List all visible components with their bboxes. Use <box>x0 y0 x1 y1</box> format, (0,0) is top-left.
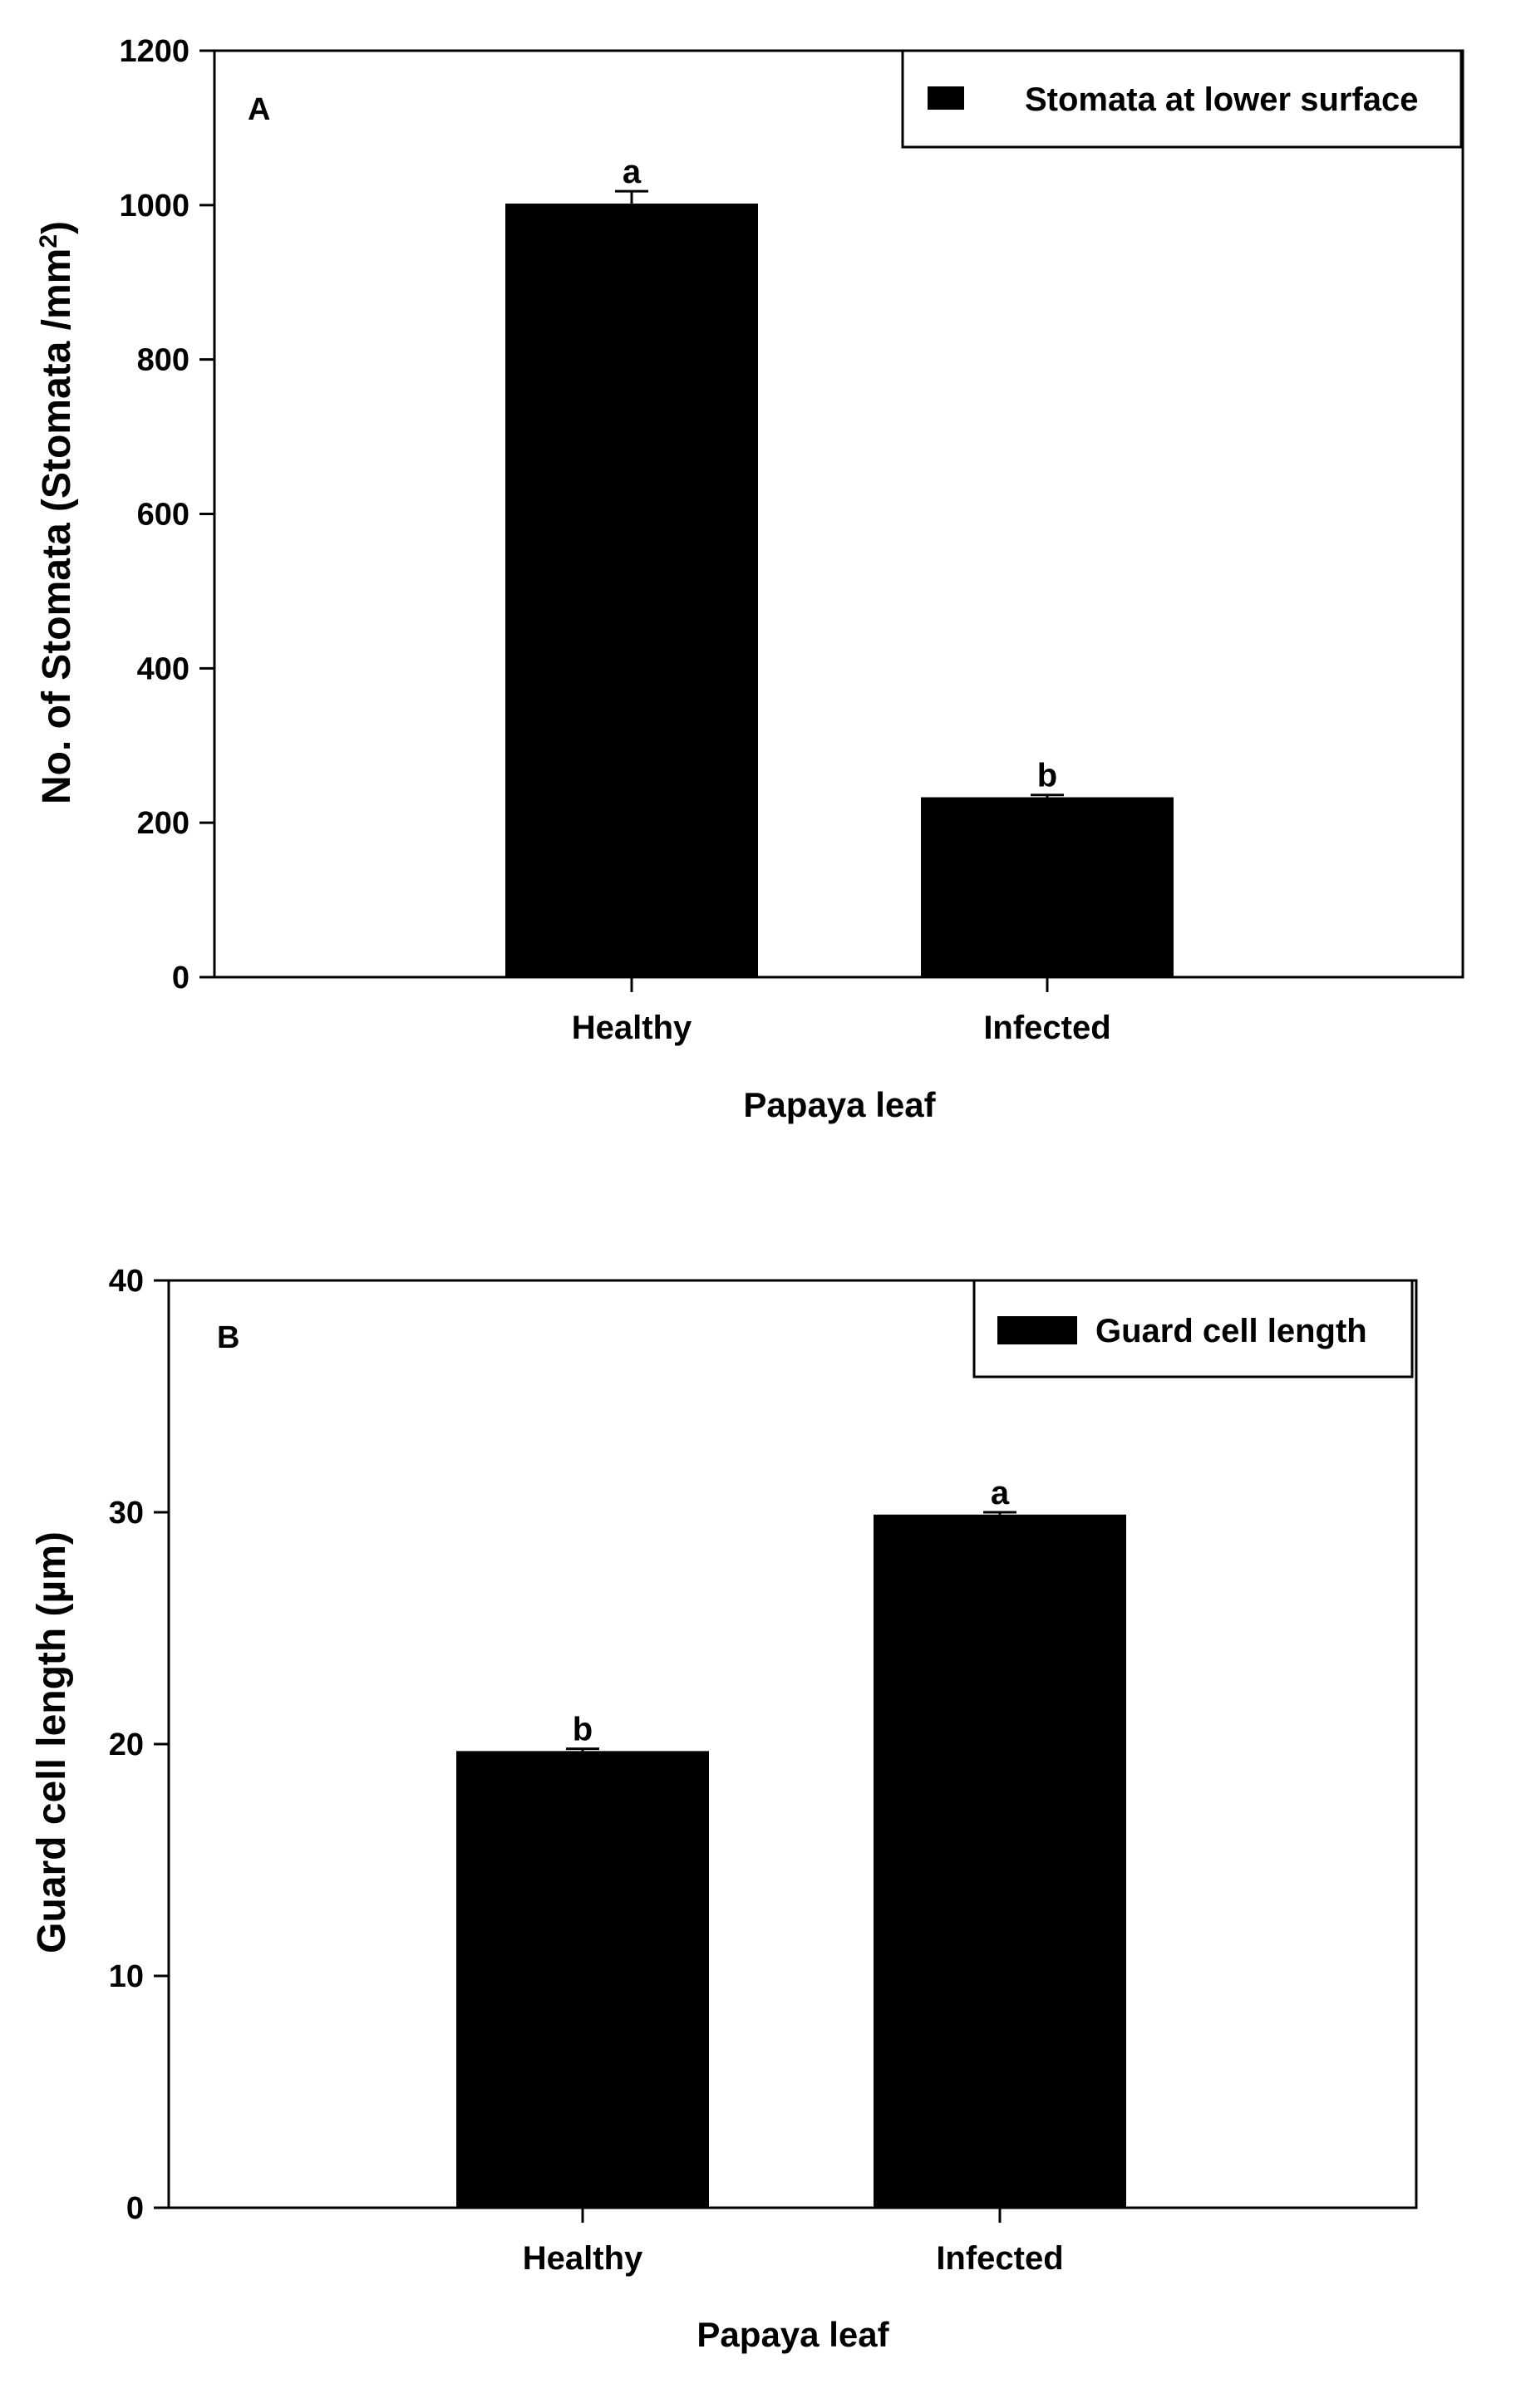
legend-b: Guard cell length <box>972 1279 1414 1378</box>
y-tick-label: 1200 <box>119 34 190 69</box>
legend-a: Stomata at lower surface <box>901 49 1463 149</box>
significance-letter: b <box>1037 758 1057 794</box>
y-ticks-b: 0 10 20 30 40 <box>109 1264 169 2226</box>
x-tick-label: Infected <box>936 2240 1063 2277</box>
y-tick-label: 1000 <box>119 189 190 224</box>
x-ticks-b: Healthy Infected <box>523 2208 1064 2277</box>
y-tick-label: 0 <box>172 961 190 995</box>
legend-box-a <box>901 49 1463 149</box>
x-tick-label: Healthy <box>572 1010 692 1046</box>
legend-swatch-a <box>928 86 964 110</box>
y-tick-label: 20 <box>109 1727 144 1762</box>
x-ticks-a: Healthy Infected <box>572 977 1111 1046</box>
y-ticks-a: 0 200 400 600 800 1000 1200 <box>119 34 214 995</box>
plot-frame-b <box>167 1279 1418 2209</box>
legend-swatch-b <box>997 1316 1077 1344</box>
y-axis-label-b: Guard cell length (µm) <box>30 1531 74 1953</box>
legend-label-a: Stomata at lower surface <box>1025 81 1419 118</box>
y-tick-label: 0 <box>126 2191 144 2226</box>
bar-infected <box>874 1514 1126 2208</box>
bar-infected <box>921 797 1174 977</box>
y-tick-label: 40 <box>109 1264 144 1299</box>
x-tick-label: Infected <box>983 1010 1110 1046</box>
bar-healthy <box>456 1751 709 2208</box>
bars-a: ab <box>505 154 1174 978</box>
y-tick-label: 800 <box>137 343 190 378</box>
x-axis-label-a: Papaya leaf <box>743 1085 936 1124</box>
panel-label-b: B <box>217 1320 239 1355</box>
y-tick-label: 400 <box>137 651 190 686</box>
x-axis-label-b: Papaya leaf <box>696 2315 889 2354</box>
significance-letter: b <box>573 1712 593 1748</box>
y-tick-label: 200 <box>137 806 190 841</box>
bars-b: ba <box>456 1475 1126 2208</box>
y-tick-label: 10 <box>109 1959 144 1994</box>
y-tick-label: 600 <box>137 498 190 533</box>
y-axis-label-a: No. of Stomata (Stomata /mm2) <box>35 221 80 804</box>
bar-healthy <box>505 203 758 978</box>
panel-label-a: A <box>248 92 270 127</box>
significance-letter: a <box>991 1475 1010 1511</box>
x-tick-label: Healthy <box>523 2240 643 2277</box>
y-tick-label: 30 <box>109 1496 144 1531</box>
significance-letter: a <box>623 154 642 190</box>
legend-label-b: Guard cell length <box>1095 1313 1367 1349</box>
plot-frame-a <box>213 49 1464 979</box>
